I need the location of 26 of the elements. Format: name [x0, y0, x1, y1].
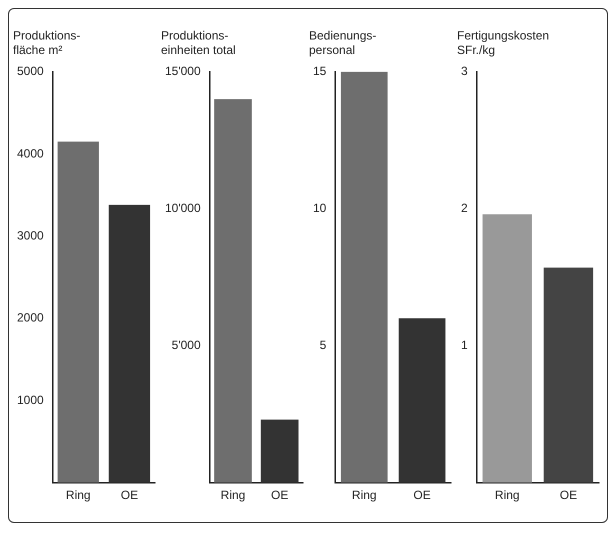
- y-tick-label: 2: [460, 201, 468, 216]
- y-tick-label: 4000: [16, 146, 44, 160]
- x-tick-label: Ring: [494, 488, 520, 502]
- y-tick-label: 5: [320, 338, 327, 352]
- x-tick-label: Ring: [352, 488, 377, 502]
- y-tick-label: 10: [312, 201, 327, 216]
- x-tick-label: OE: [413, 488, 431, 502]
- y-tick-label: 3: [460, 64, 468, 78]
- y-tick-label: 5000: [16, 64, 44, 78]
- chart-title: Produktions- fläche m²: [13, 28, 80, 57]
- y-tick-label: 3000: [16, 228, 44, 242]
- x-tick-label: OE: [560, 488, 578, 502]
- chart-title: Bedienungs- personal: [309, 28, 376, 57]
- y-tick-label: 15'000: [164, 64, 201, 78]
- x-tick-label: Ring: [220, 488, 246, 502]
- x-tick-label: OE: [120, 488, 138, 502]
- y-tick-label: 15: [312, 64, 327, 78]
- y-tick-label: 5'000: [172, 338, 201, 352]
- chart-title: Produktions- einheiten total: [161, 28, 236, 57]
- y-tick-label: 1: [460, 338, 468, 352]
- chart-title: Fertigungskosten SFr./kg: [457, 28, 550, 57]
- y-tick-label: 2000: [16, 310, 44, 325]
- y-tick-label: 10'000: [164, 201, 201, 216]
- x-tick-label: Ring: [66, 488, 91, 502]
- y-tick-label: 1000: [16, 392, 44, 407]
- x-tick-label: OE: [270, 488, 288, 502]
